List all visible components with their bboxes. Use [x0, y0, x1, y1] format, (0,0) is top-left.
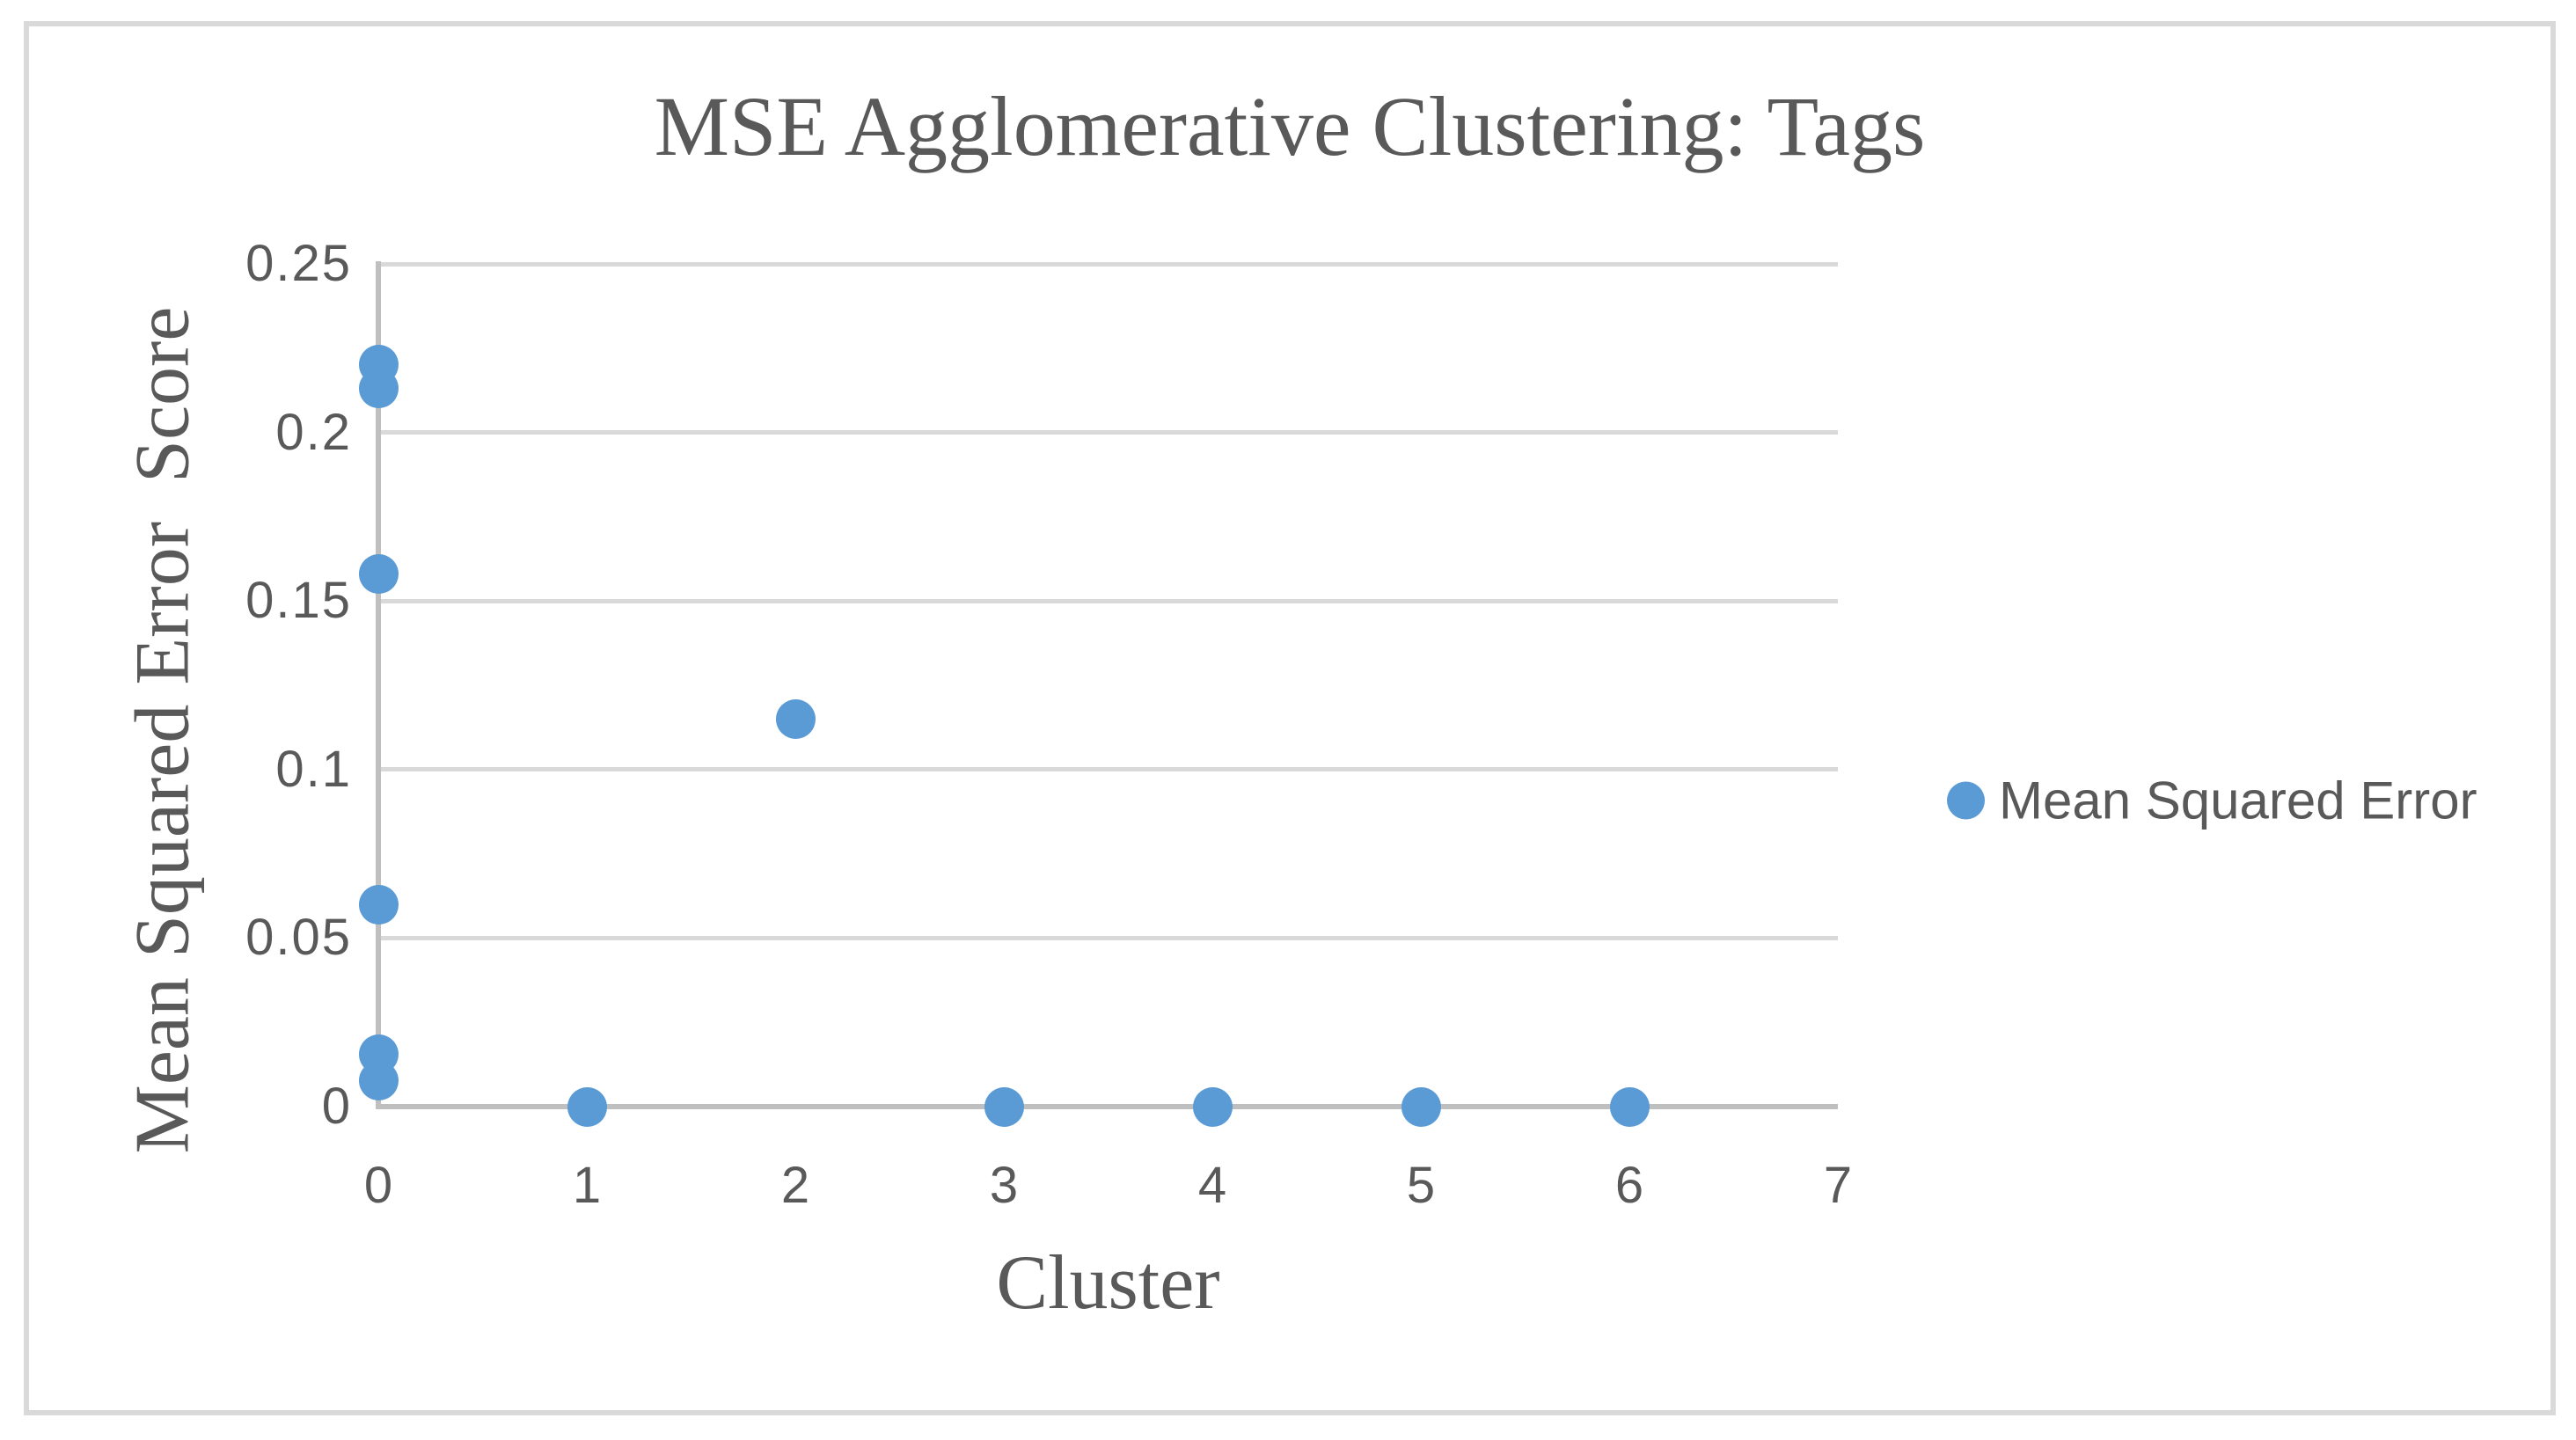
- data-point: [1401, 1086, 1441, 1127]
- legend-marker-icon: [1947, 781, 1985, 820]
- y-tick-label: 0.2: [275, 403, 352, 461]
- y-gridline: [378, 598, 1838, 603]
- data-point: [358, 554, 399, 595]
- y-tick-label: 0.05: [245, 909, 352, 967]
- data-point: [984, 1086, 1024, 1127]
- x-tick-label: 0: [363, 1157, 393, 1214]
- y-gridline: [378, 935, 1838, 940]
- data-point: [358, 369, 399, 409]
- data-point: [1609, 1086, 1650, 1127]
- x-tick-label: 1: [572, 1157, 602, 1214]
- y-tick-label: 0: [321, 1078, 352, 1135]
- y-gridline: [378, 430, 1838, 435]
- x-tick-label: 2: [780, 1157, 810, 1214]
- data-point: [567, 1086, 607, 1127]
- y-gridline: [378, 767, 1838, 772]
- x-axis-line: [378, 1104, 1838, 1109]
- data-point: [1192, 1086, 1233, 1127]
- y-tick-label: 0.1: [275, 740, 352, 798]
- y-axis-line: [376, 261, 381, 1109]
- x-tick-label: 4: [1197, 1157, 1227, 1214]
- chart-title: MSE Agglomerative Clustering: Tags: [654, 79, 1926, 173]
- y-tick-label: 0.15: [245, 572, 352, 630]
- x-tick-label: 3: [989, 1157, 1019, 1214]
- y-tick-label: 0.25: [245, 235, 352, 292]
- chart-border: [24, 21, 2556, 1415]
- legend-label: Mean Squared Error: [1999, 771, 2477, 830]
- legend: Mean Squared Error: [1947, 771, 2477, 831]
- data-point: [358, 1060, 399, 1100]
- x-tick-label: 7: [1823, 1157, 1853, 1214]
- y-gridline: [378, 261, 1838, 267]
- x-tick-label: 6: [1614, 1157, 1644, 1214]
- x-tick-label: 5: [1406, 1157, 1436, 1214]
- x-axis-title: Cluster: [996, 1240, 1220, 1326]
- data-point: [358, 884, 399, 925]
- data-point: [775, 698, 816, 739]
